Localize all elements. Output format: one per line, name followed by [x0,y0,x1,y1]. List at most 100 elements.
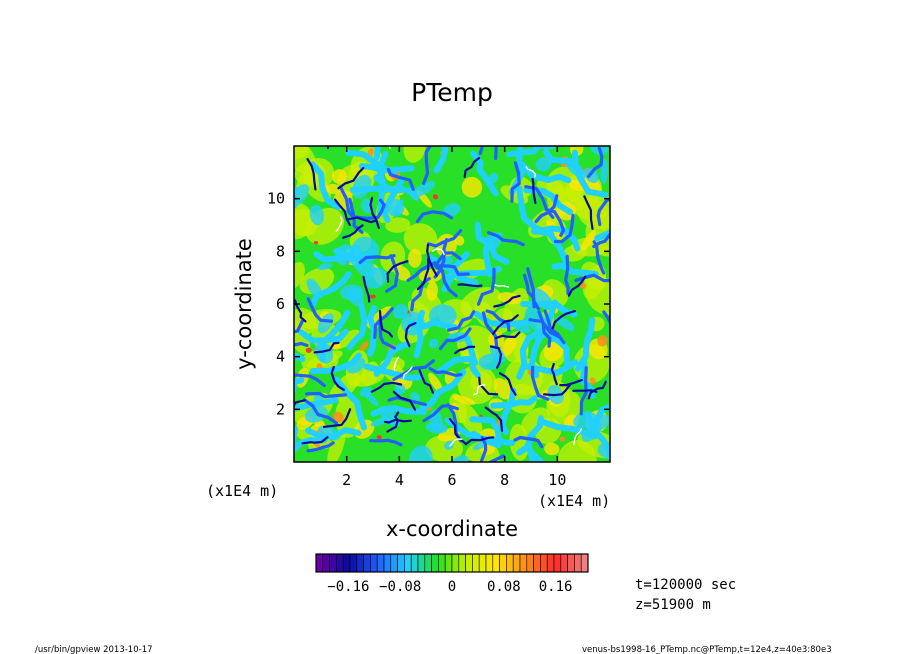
y-axis-label: y-coordinate [232,238,256,370]
colorbar-cell [485,553,494,573]
field-streak [528,318,561,339]
field-patch [347,287,364,306]
field-streak [433,251,462,268]
colorbar-cell [356,553,364,573]
field-streak [294,377,305,398]
colorbar [315,553,589,573]
colorbar-cell [519,553,528,573]
colorbar-cell [458,553,466,573]
field-patch [579,282,587,290]
field-streak [572,149,609,198]
field-streak [602,310,610,327]
field-streak [485,309,511,332]
colorbar-tick-label: 0.08 [487,579,521,595]
field-streak [492,314,519,335]
field-streak [419,368,467,412]
colorbar-cell [397,553,405,573]
field-streak [333,376,367,431]
field-streak [358,254,396,265]
field-patch [597,334,608,347]
field-streak [520,359,579,376]
x-tick-label: 8 [500,471,509,489]
field-streak [481,311,499,350]
field-streak [415,210,453,223]
field-streak [528,449,549,462]
heatmap-field [294,146,610,462]
field-patch [454,235,465,246]
colorbar-cell [465,553,473,573]
field-patch [305,347,312,354]
field-streak [495,331,521,339]
field-streak [335,216,343,232]
field-patch [456,401,483,435]
field-streak [564,254,570,295]
field-patch [385,217,411,233]
field-patch [294,146,317,175]
colorbar-cell [438,553,446,573]
field-streak [363,363,424,381]
field-streak [583,195,594,230]
colorbar-cell [492,553,500,573]
field-streak [330,365,345,391]
colorbar-tick-label: 0.16 [539,579,573,595]
field-patch [443,255,453,266]
x-tick-label: 2 [342,471,351,489]
field-streak [386,411,400,433]
field-streak [494,284,510,288]
field-streak [337,166,365,190]
field-patch [555,316,575,331]
field-streak [381,178,404,223]
field-streak [369,438,403,447]
colorbar-ticks: −0.16 −0.08 0 0.08 0.16 [327,579,572,595]
field-streak [448,417,467,445]
colorbar-tick-label: −0.08 [379,579,421,595]
field-streak [433,238,449,279]
field-streak [519,161,572,184]
field-streak [294,425,298,450]
field-streak [313,341,340,354]
colorbar-cell [580,553,589,573]
field-patch [393,304,408,320]
field-patch [294,184,310,208]
colorbar-cell [567,553,575,573]
colorbar-cell [336,553,344,573]
field-streak [447,310,476,332]
colorbar-cell [512,553,521,573]
field-patch [428,338,439,349]
colorbar-cell [478,553,487,573]
field-streak [427,229,463,248]
field-streak [407,319,458,331]
field-patch [317,262,333,271]
field-streak [457,283,483,288]
field-streak [487,231,525,247]
field-patch [428,372,443,393]
colorbar-cell [424,553,432,573]
height-label: z=51900 m [635,597,711,613]
colorbar-cell [533,553,541,573]
field-patch [443,203,461,217]
field-streak [489,345,503,369]
field-streak [369,196,380,229]
field-streak [373,146,381,161]
field-streak [386,260,409,283]
y-tick-label: 2 [276,400,285,418]
field-streak [530,365,550,401]
colorbar-cell [451,553,460,573]
field-patch [461,176,483,198]
field-patch [426,281,438,301]
footer-program: /usr/bin/gpview 2013-10-17 [35,645,153,654]
field-patch [359,341,369,351]
field-streak [309,352,362,374]
y-axis-ticks: 2 4 6 8 10 [267,190,610,418]
field-streak [592,403,610,426]
footer-source: venus-bs1998-16_PTemp.nc@PTemp,t=12e4,z=… [582,645,832,654]
field-streak [362,275,371,303]
colorbar-cell [444,553,453,573]
time-label: t=120000 sec [635,577,736,593]
field-streak [584,410,610,461]
field-streak [567,275,587,297]
field-streak [587,380,607,400]
field-streak [484,406,504,432]
field-streak [559,379,583,387]
